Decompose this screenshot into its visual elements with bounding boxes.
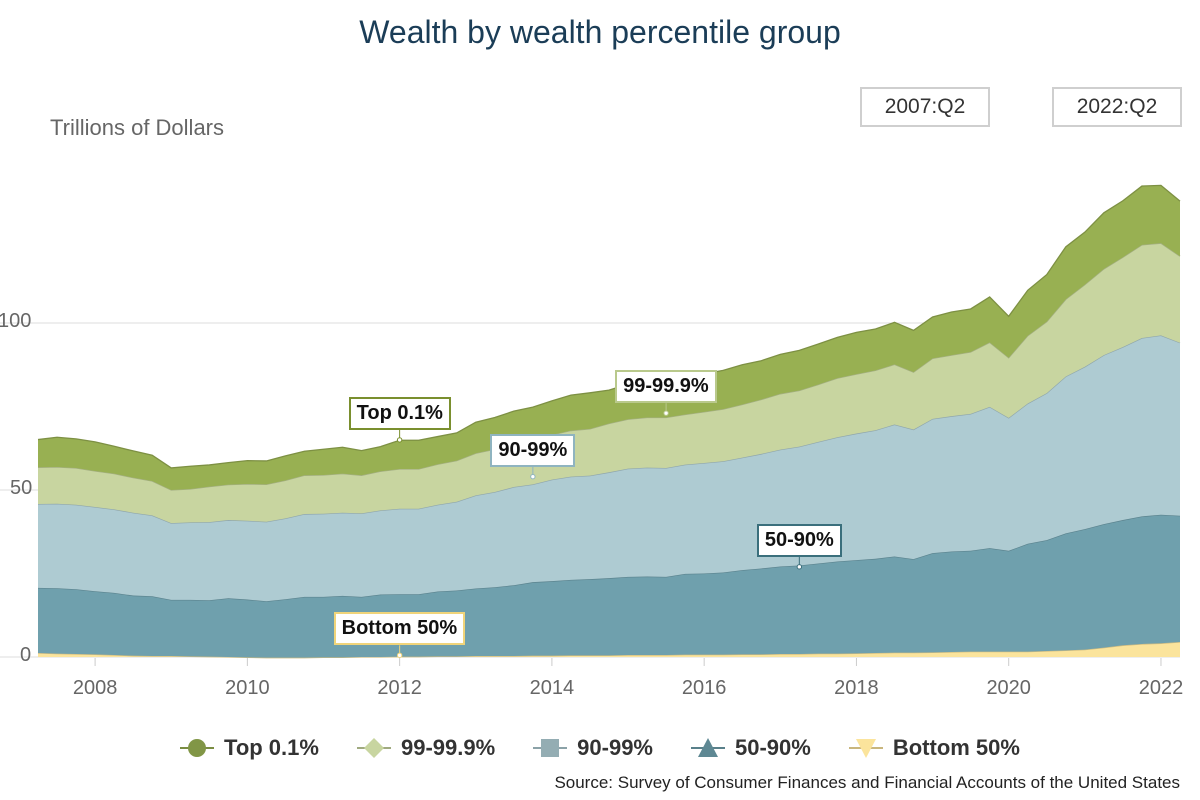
area-50-90-[interactable] — [38, 514, 1180, 658]
annotation-anchor — [396, 437, 403, 443]
legend-item-99-99-9-[interactable]: 99-99.9% — [356, 735, 496, 761]
legend-diamond-icon — [356, 738, 391, 758]
annotation-50-90-: 50-90% — [756, 523, 842, 557]
y-tick-label: 50 — [10, 477, 33, 499]
legend-triangle-up-icon — [691, 738, 725, 757]
annotation-bottom-50-: Bottom 50% — [333, 612, 466, 646]
annotation-anchor — [530, 473, 536, 480]
legend-square-icon — [533, 739, 568, 757]
area-90-99-[interactable] — [38, 335, 1180, 602]
line-top-0-1- — [37, 184, 1181, 469]
x-tick-label: 2010 — [225, 677, 270, 699]
legend-label: 90-99% — [577, 735, 653, 760]
y-tick-label: 0 — [20, 644, 32, 666]
legend-label: 99-99.9% — [400, 735, 496, 760]
annotation-anchor — [396, 652, 403, 659]
area-top-0-1-[interactable] — [38, 185, 1180, 490]
annotation-90-99-: 90-99% — [490, 433, 576, 467]
annotation-anchor — [663, 410, 669, 416]
legend-item-90-99-[interactable]: 90-99% — [533, 735, 653, 761]
annotation-anchor — [796, 564, 803, 570]
range-start-input[interactable]: 2007:Q2 — [860, 87, 990, 127]
chart-title: Wealth by wealth percentile group — [359, 14, 841, 50]
legend-item-top-0-1-[interactable]: Top 0.1% — [180, 735, 319, 761]
x-tick-label: 2008 — [72, 677, 118, 699]
area-bottom-50-[interactable] — [38, 641, 1180, 658]
annotation-99-99-9-: 99-99.9% — [615, 370, 717, 404]
x-tick-label: 2016 — [681, 677, 727, 699]
legend-circle-icon — [180, 739, 215, 757]
legend-triangle-down-icon — [848, 739, 883, 758]
x-tick-label: 2020 — [986, 677, 1031, 699]
range-end-input[interactable]: 2022:Q2 — [1052, 87, 1182, 127]
y-tick-label: 100 — [0, 310, 32, 332]
source-note: Source: Survey of Consumer Finances and … — [554, 773, 1180, 792]
legend-label: Bottom 50% — [892, 735, 1020, 760]
annotation-top-0-1-: Top 0.1% — [348, 396, 451, 430]
legend: Top 0.1% 99-99.9% 90-99% 50-90% Bottom 50% — [0, 735, 1200, 761]
y-axis-label: Trillions of Dollars — [50, 115, 225, 140]
x-tick-label: 2012 — [377, 677, 422, 699]
x-tick-label: 2022 — [1138, 677, 1184, 699]
legend-item-bottom-50-[interactable]: Bottom 50% — [848, 735, 1020, 761]
x-tick-label: 2018 — [834, 677, 879, 699]
area-99-99-9-[interactable] — [38, 243, 1180, 524]
legend-label: Top 0.1% — [224, 735, 319, 760]
legend-label: 50-90% — [735, 735, 811, 760]
x-tick-label: 2014 — [529, 677, 575, 699]
legend-item-50-90-[interactable]: 50-90% — [691, 735, 811, 761]
series-areas — [37, 184, 1181, 659]
